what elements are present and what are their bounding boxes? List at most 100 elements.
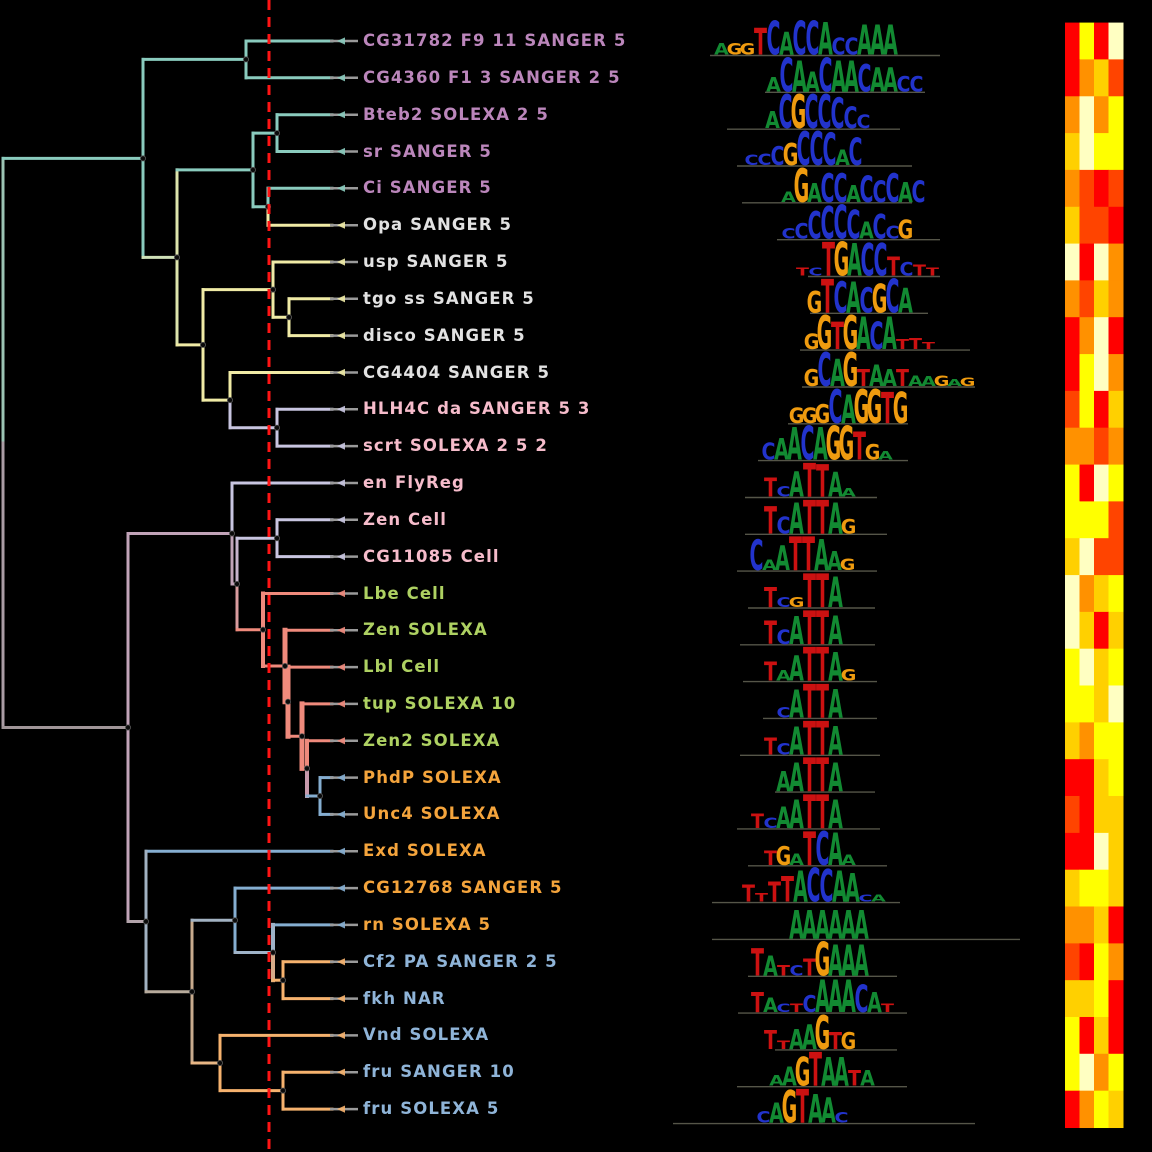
logo-letter-G: G [815,1007,831,1061]
heatmap-cell [1108,611,1124,650]
tree-node-dot [249,166,256,173]
logo-letter-A: A [883,62,898,100]
tree-node-dot [139,155,146,162]
leaf-label: sr SANGER 5 [363,141,493,161]
leaf-tip-arrow-icon [337,626,345,634]
heatmap-cell [1065,1053,1080,1092]
logo-letter-G: G [795,1050,811,1096]
heatmap-cell [1065,280,1080,318]
logo-letter-G: G [841,667,857,685]
logo-letter-T: T [887,253,900,283]
tree-node-dot [273,535,280,542]
logo-letter-C: C [860,280,874,321]
logo-letter-C: C [767,13,781,67]
logo-letter-G: G [789,403,805,428]
logo-letter-G: G [840,556,856,574]
tree-node-dot [281,663,288,670]
logo-letter-T: T [853,425,866,469]
logo-letter-C: C [762,439,776,466]
heatmap-cell [1094,759,1109,797]
heatmap-cell [1065,611,1080,650]
heatmap-cell [1108,354,1124,392]
heatmap-cell [1079,832,1095,871]
leaf-tip-arrow-icon [337,332,345,340]
heatmap-cell [1108,280,1124,318]
logo-letter-A: A [828,972,843,1024]
tree-node-dot [199,341,206,348]
logo-letter-T: T [922,340,936,351]
logo-letter-T: T [816,565,829,619]
heatmap-cell [1108,169,1124,208]
leaf-label: usp SANGER 5 [363,252,509,271]
heatmap-cell [1094,59,1109,97]
logo-letter-A: A [898,283,913,321]
logo-letter-T: T [913,262,926,279]
logo-letter-C: C [777,704,791,721]
logo-letter-A: A [828,792,843,838]
logo-letter-A: A [813,419,828,471]
heatmap-cell [1108,96,1124,134]
tree-node-dot [269,949,276,956]
logo-letter-A: A [841,972,856,1024]
logo-letter-T: T [751,941,765,984]
logo-letter-A: A [766,73,781,96]
logo-letter-A: A [846,181,861,208]
leaf-tip-arrow-icon [337,847,345,855]
heatmap-cell [1065,980,1080,1018]
logo-letter-C: C [801,418,815,472]
tree-node-dot [303,765,310,772]
leaf-label: PhdP SOLEXA [363,767,502,787]
logo-letter-T: T [881,383,894,433]
logo-letter-T: T [816,786,829,840]
logo-letter-C: C [777,595,791,610]
logo-letter-A: A [779,27,794,63]
logo-letter-G: G [776,842,792,872]
leaf-tip-arrow-icon [337,111,345,119]
logo-letter-A: A [828,755,843,801]
heatmap-cell [1108,795,1124,834]
leaf-tip-arrow-icon [337,368,345,377]
tree-node-dot [228,530,235,537]
tree-node-dot [231,917,238,924]
heatmap-cell [1108,575,1124,613]
logo-letter-A: A [805,66,820,99]
heatmap-cell [1079,906,1095,944]
leaf-label: rn SOLEXA 5 [363,914,492,934]
heatmap-cell [1108,1016,1124,1055]
logo-letter-T: T [803,954,816,981]
leaf-tip-arrow-icon [337,663,345,671]
tree-node-dot [226,397,233,404]
logo-letter-A: A [775,541,790,579]
heatmap-cell [1065,906,1080,944]
heatmap-cell [1065,943,1080,981]
logo-letter-A: A [789,610,804,654]
logo-letter-A: A [828,568,843,617]
logo-letter-A: A [828,903,843,949]
logo-letter-C: C [897,71,911,96]
logo-letter-C: C [805,86,819,140]
logo-letter-C: C [859,893,873,904]
logo-letter-A: A [789,903,804,949]
tree-node-dot [259,626,266,633]
leaf-label: Lbl Cell [363,657,441,677]
logo-letter-T: T [777,1038,790,1052]
logo-letter-T: T [803,712,816,766]
logo-letter-A: A [789,648,804,689]
leaf-label: CG4360 F1 3 SANGER 2 5 [363,67,621,87]
heatmap-cell [1079,464,1095,502]
heatmap-cell [1108,722,1124,760]
logo-letter-C: C [849,131,863,174]
logo-letter-A: A [947,377,962,388]
tree-node-dot [284,698,291,705]
logo-letter-C: C [834,166,848,212]
heatmap-cell [1108,759,1124,797]
heatmap-cell [1079,354,1095,392]
logo-letter-G: G [817,307,833,361]
logo-letter-T: T [822,234,835,288]
heatmap-cell [1094,317,1109,355]
heatmap-cell [1065,501,1080,539]
heatmap-cell [1079,648,1095,687]
logo-letter-A: A [831,51,846,101]
logo-letter-C: C [793,13,807,67]
logo-letter-G: G [934,373,950,390]
